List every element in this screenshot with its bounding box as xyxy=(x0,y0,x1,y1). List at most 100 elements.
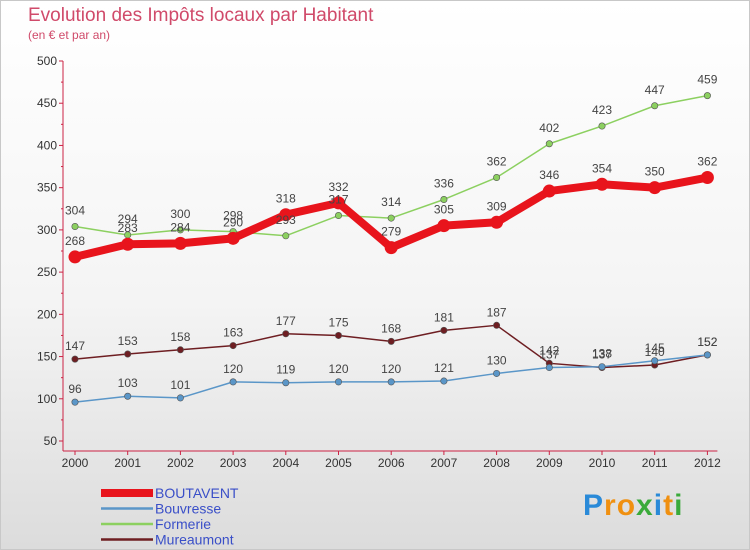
y-tick-label: 500 xyxy=(37,54,57,68)
x-tick-label: 2000 xyxy=(62,456,89,470)
data-label: 138 xyxy=(592,347,612,361)
data-point xyxy=(387,378,395,386)
data-point xyxy=(176,394,184,402)
data-point xyxy=(700,171,714,185)
data-point xyxy=(493,174,501,182)
data-point xyxy=(545,364,553,372)
data-label: 177 xyxy=(276,314,296,328)
legend-label: BOUTAVENT xyxy=(155,485,239,501)
data-label: 447 xyxy=(645,83,665,97)
data-point xyxy=(334,378,342,386)
data-label: 336 xyxy=(434,176,454,190)
y-tick-label: 150 xyxy=(37,350,57,364)
data-label: 152 xyxy=(697,335,717,349)
data-point xyxy=(71,223,79,231)
data-point xyxy=(279,208,293,222)
x-tick-label: 2001 xyxy=(114,456,141,470)
logo-letter: o xyxy=(616,489,637,522)
data-label: 137 xyxy=(592,348,612,362)
data-point xyxy=(703,92,711,100)
y-tick-label: 200 xyxy=(37,307,57,321)
data-point xyxy=(440,377,448,385)
data-label: 317 xyxy=(328,193,348,207)
data-point xyxy=(176,346,184,354)
data-point xyxy=(437,219,451,233)
data-point xyxy=(124,392,132,400)
data-label: 187 xyxy=(487,305,507,319)
y-tick-label: 300 xyxy=(37,223,57,237)
data-label: 153 xyxy=(118,334,138,348)
data-point xyxy=(387,337,395,345)
x-tick-label: 2010 xyxy=(589,456,616,470)
data-point xyxy=(71,355,79,363)
data-point xyxy=(387,214,395,222)
y-tick-label: 450 xyxy=(37,96,57,110)
data-point xyxy=(226,231,240,245)
data-label: 298 xyxy=(223,209,243,223)
data-point xyxy=(229,342,237,350)
data-label: 362 xyxy=(487,155,507,169)
chart-title: Evolution des Impôts locaux par Habitant xyxy=(28,5,374,26)
data-label: 354 xyxy=(592,161,612,175)
data-label: 314 xyxy=(381,195,401,209)
data-label: 290 xyxy=(223,215,243,229)
data-point xyxy=(542,184,556,198)
data-label: 142 xyxy=(539,343,559,357)
logo-letter: P xyxy=(583,489,605,522)
data-label: 120 xyxy=(223,362,243,376)
data-label: 350 xyxy=(645,165,665,179)
data-label: 318 xyxy=(276,192,296,206)
chart-subtitle: (en € et par an) xyxy=(28,28,111,42)
data-label: 362 xyxy=(697,155,717,169)
data-label: 423 xyxy=(592,103,612,117)
data-point xyxy=(334,212,342,220)
data-label: 158 xyxy=(170,330,190,344)
data-point xyxy=(282,379,290,387)
data-point xyxy=(440,195,448,203)
x-tick-label: 2011 xyxy=(642,456,668,470)
data-label: 152 xyxy=(697,335,717,349)
y-tick-label: 350 xyxy=(37,181,57,195)
data-label: 304 xyxy=(65,204,85,218)
data-point xyxy=(440,326,448,334)
data-label: 284 xyxy=(170,220,190,234)
logo-letter: r xyxy=(604,489,617,522)
data-point xyxy=(493,369,501,377)
data-label: 293 xyxy=(276,213,296,227)
data-label: 305 xyxy=(434,203,454,217)
data-label: 168 xyxy=(381,321,401,335)
data-label: 130 xyxy=(487,353,507,367)
legend-label: Bouvresse xyxy=(155,501,221,517)
data-point xyxy=(71,398,79,406)
data-point xyxy=(651,357,659,365)
data-label: 283 xyxy=(118,221,138,235)
x-tick-label: 2009 xyxy=(536,456,563,470)
data-label: 181 xyxy=(434,310,454,324)
data-label: 294 xyxy=(118,212,138,226)
proxiti-logo: Proxiti xyxy=(583,489,683,523)
legend-label: Mureaumont xyxy=(155,532,234,548)
x-tick-label: 2003 xyxy=(220,456,247,470)
data-point xyxy=(490,215,504,229)
legend-label: Formerie xyxy=(155,516,211,532)
data-label: 279 xyxy=(381,225,401,239)
data-label: 121 xyxy=(434,361,454,375)
data-point xyxy=(595,177,609,191)
data-point xyxy=(384,241,398,255)
y-tick-label: 100 xyxy=(37,392,57,406)
data-point xyxy=(493,321,501,329)
data-label: 120 xyxy=(381,362,401,376)
data-label: 120 xyxy=(328,362,348,376)
x-tick-label: 2005 xyxy=(325,456,352,470)
data-point xyxy=(334,331,342,339)
x-tick-label: 2008 xyxy=(483,456,510,470)
data-label: 332 xyxy=(328,180,348,194)
data-point xyxy=(282,232,290,240)
x-tick-label: 2002 xyxy=(167,456,194,470)
data-label: 140 xyxy=(645,345,665,359)
y-tick-label: 50 xyxy=(44,434,58,448)
data-label: 163 xyxy=(223,326,243,340)
logo-letter: i xyxy=(653,489,664,522)
y-tick-label: 400 xyxy=(37,138,57,152)
